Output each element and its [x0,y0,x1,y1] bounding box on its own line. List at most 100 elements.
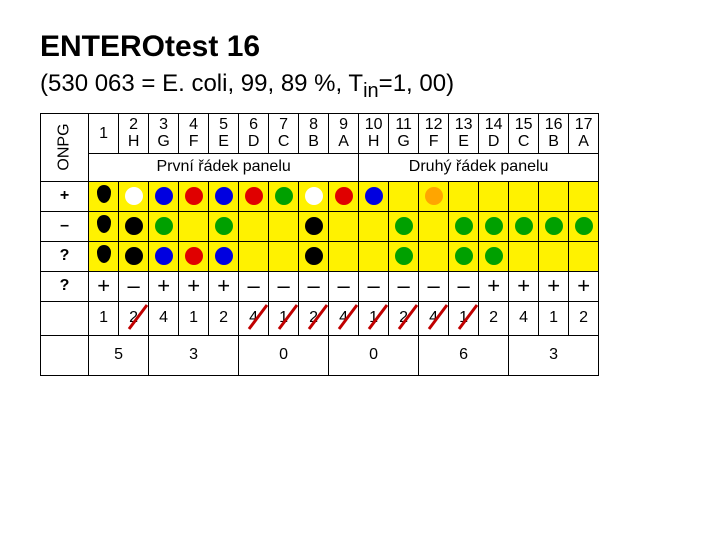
enterotest-table: ONPG12H3G4F5E6D7C8B9A10H11G12F13E14D15C1… [40,113,599,376]
sign-cell: – [299,271,329,301]
digit-cell: 2 [389,301,419,335]
well-dot [539,211,569,241]
sign-cell: + [179,271,209,301]
sum-cell: 0 [239,335,329,375]
sign-cell: – [239,271,269,301]
well-dot [329,211,359,241]
well-dot [479,181,509,211]
sign-cell: – [389,271,419,301]
digit-cell: 4 [509,301,539,335]
well-dot [239,241,269,271]
header-col-11: 11G [389,113,419,153]
well-dot [269,211,299,241]
header-col-5: 5E [209,113,239,153]
header-col-15: 15C [509,113,539,153]
digit-cell: 4 [149,301,179,335]
well-dot [419,241,449,271]
digit-cell: 2 [569,301,599,335]
title: ENTEROtest 16 [40,30,680,64]
well-dot [209,181,239,211]
sign-cell: – [449,271,479,301]
digit-cell: 1 [359,301,389,335]
digit-cell: 1 [89,301,119,335]
well-dot [239,181,269,211]
well-dot [509,241,539,271]
well-dot [479,241,509,271]
well-dot [149,241,179,271]
well-dot [119,181,149,211]
row-question-sign-label: ? [41,271,89,301]
well-dot [179,241,209,271]
digits-row-label [41,301,89,335]
header-col-10: 10H [359,113,389,153]
digit-cell: 4 [329,301,359,335]
well-dot [419,181,449,211]
sign-cell: – [359,271,389,301]
well-dot [209,211,239,241]
sign-cell: – [329,271,359,301]
well-dot [569,181,599,211]
well-dot [149,211,179,241]
sign-cell: + [209,271,239,301]
header-col-12: 12F [419,113,449,153]
sign-cell: + [539,271,569,301]
well-dot [539,241,569,271]
well-dot [569,241,599,271]
digit-cell: 2 [209,301,239,335]
well-dot [359,241,389,271]
well-dot [389,211,419,241]
sign-cell: – [419,271,449,301]
well-dot [449,211,479,241]
digit-cell: 1 [269,301,299,335]
well-dot [239,211,269,241]
digit-cell: 1 [539,301,569,335]
sum-row-label [41,335,89,375]
sign-cell: + [479,271,509,301]
subtitle: (530 063 = E. coli, 99, 89 %, Tin=1, 00) [40,70,680,103]
row-question-color-label: ? [41,241,89,271]
digit-cell: 2 [119,301,149,335]
header-col-16: 16B [539,113,569,153]
well-dot [359,181,389,211]
sign-cell: – [119,271,149,301]
sum-cell: 3 [509,335,599,375]
well-dot [389,181,419,211]
well-dot [119,241,149,271]
sum-cell: 0 [329,335,419,375]
digit-cell: 2 [299,301,329,335]
header-col-1: 1 [89,113,119,153]
well-dot [209,241,239,271]
header-col-9: 9A [329,113,359,153]
header-col-7: 7C [269,113,299,153]
sum-cell: 5 [89,335,149,375]
sign-cell: – [269,271,299,301]
well-dot [299,211,329,241]
digit-cell: 1 [449,301,479,335]
water-drop-icon [89,211,119,241]
header-col-8: 8B [299,113,329,153]
header-col-3: 3G [149,113,179,153]
well-dot [269,241,299,271]
well-dot [509,211,539,241]
well-dot [269,181,299,211]
section-right: Druhý řádek panelu [359,153,599,181]
header-col-13: 13E [449,113,479,153]
sign-cell: + [569,271,599,301]
digit-cell: 1 [179,301,209,335]
well-dot [179,181,209,211]
water-drop-icon [89,181,119,211]
well-dot [299,241,329,271]
well-dot [299,181,329,211]
well-dot [119,211,149,241]
well-dot [449,241,479,271]
well-dot [329,241,359,271]
sign-cell: + [89,271,119,301]
sign-cell: + [149,271,179,301]
header-col-6: 6D [239,113,269,153]
header-col-4: 4F [179,113,209,153]
section-left: První řádek panelu [89,153,359,181]
well-dot [449,181,479,211]
well-dot [419,211,449,241]
well-dot [149,181,179,211]
well-dot [179,211,209,241]
